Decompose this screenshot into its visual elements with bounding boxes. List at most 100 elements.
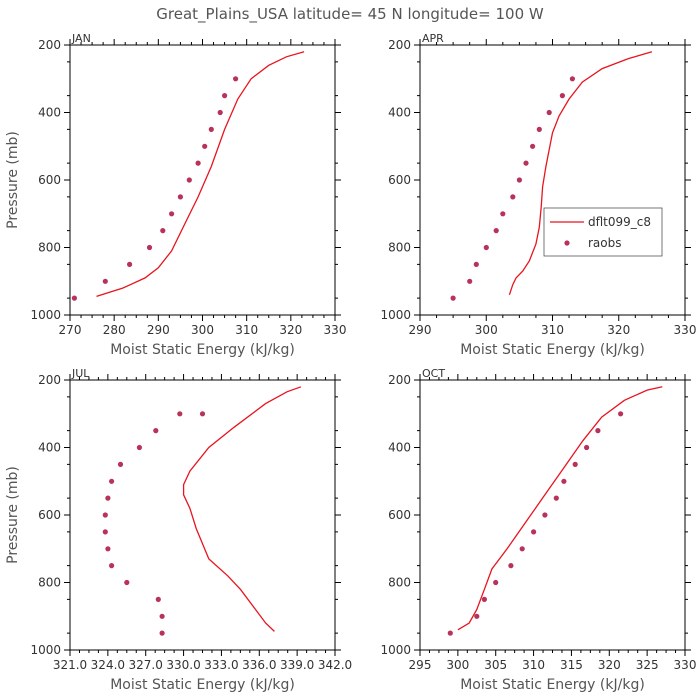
series-line-model <box>457 386 663 631</box>
series-point-raobs <box>618 411 624 417</box>
y-tick-label: 800 <box>388 576 411 590</box>
figure-title: Great_Plains_USA latitude= 45 N longitud… <box>156 5 544 24</box>
x-tick-label: 300 <box>475 323 498 337</box>
y-tick-label: 400 <box>38 441 61 455</box>
x-axis-label: Moist Static Energy (kJ/kg) <box>460 342 645 358</box>
y-tick-label: 200 <box>388 38 411 52</box>
y-tick-label: 1000 <box>380 308 411 322</box>
plot-frame <box>419 379 686 651</box>
series-point-raobs <box>500 211 506 217</box>
x-tick-label: 321.0 <box>53 658 87 672</box>
series-point-raobs <box>124 579 130 586</box>
x-tick-label: 280 <box>103 323 126 337</box>
panel-label: APR <box>422 32 444 45</box>
series-point-raobs <box>493 228 499 234</box>
series-point-raobs <box>542 512 548 518</box>
y-tick-label: 200 <box>38 373 61 387</box>
plot-frame <box>419 44 686 316</box>
legend-box <box>543 207 663 257</box>
series-point-raobs <box>481 596 487 603</box>
series-point-raobs <box>169 211 175 217</box>
series-point-raobs <box>105 546 111 552</box>
x-tick-label: 336.0 <box>242 658 276 672</box>
series-point-raobs <box>508 563 514 569</box>
legend-label-model: dflt099_c8 <box>588 215 651 229</box>
series-point-raobs <box>473 261 479 267</box>
x-tick-label: 324.0 <box>91 658 125 672</box>
series-point-raobs <box>208 126 214 132</box>
y-tick-label: 1000 <box>30 308 61 322</box>
series-point-raobs <box>530 143 536 149</box>
series-point-raobs <box>447 630 453 636</box>
series-point-raobs <box>536 126 542 132</box>
x-tick-label: 290 <box>147 323 170 337</box>
series-point-raobs <box>159 630 165 636</box>
x-tick-label: 339.0 <box>280 658 314 672</box>
y-tick-label: 200 <box>388 373 411 387</box>
series-point-raobs <box>202 143 208 149</box>
series-point-raobs <box>553 495 559 501</box>
y-axis-label: Pressure (mb) <box>5 131 21 229</box>
series-point-raobs <box>561 478 567 484</box>
x-tick-label: 330.0 <box>166 658 200 672</box>
x-tick-label: 305 <box>484 658 507 672</box>
series-point-raobs <box>584 444 590 451</box>
series-point-raobs <box>195 160 201 166</box>
y-tick-label: 200 <box>38 38 61 52</box>
y-tick-label: 800 <box>38 576 61 590</box>
series-point-raobs <box>160 228 166 234</box>
x-tick-label: 310 <box>541 323 564 337</box>
x-tick-label: 315 <box>560 658 583 672</box>
y-axis-label: Pressure (mb) <box>5 466 21 564</box>
x-axis-label: Moist Static Energy (kJ/kg) <box>110 677 295 693</box>
y-tick-label: 800 <box>388 241 411 255</box>
x-tick-label: 270 <box>59 323 82 337</box>
x-axis-label: Moist Static Energy (kJ/kg) <box>460 677 645 693</box>
series-point-raobs <box>177 194 183 200</box>
series-line-model <box>182 386 302 632</box>
legend-label-raobs: raobs <box>588 236 622 250</box>
y-tick-label: 1000 <box>30 643 61 657</box>
x-axis-label: Moist Static Energy (kJ/kg) <box>110 342 295 358</box>
x-tick-label: 310 <box>522 658 545 672</box>
y-tick-label: 600 <box>388 508 411 522</box>
series-point-raobs <box>483 244 489 251</box>
series-point-raobs <box>146 244 153 251</box>
x-tick-label: 320 <box>598 658 621 672</box>
x-tick-label: 327.0 <box>129 658 163 672</box>
series-point-raobs <box>199 411 206 417</box>
x-tick-label: 330 <box>674 658 697 672</box>
x-tick-label: 300 <box>446 658 469 672</box>
series-point-raobs <box>155 596 161 603</box>
y-tick-label: 1000 <box>380 643 411 657</box>
legend-marker-raobs <box>564 240 570 246</box>
x-tick-label: 295 <box>409 658 432 672</box>
series-line-model <box>508 51 653 296</box>
series-point-raobs <box>233 76 239 82</box>
series-point-raobs <box>546 109 552 116</box>
x-tick-label: 300 <box>191 323 214 337</box>
x-tick-label: 320 <box>279 323 302 337</box>
y-tick-label: 400 <box>388 441 411 455</box>
series-point-raobs <box>186 177 192 183</box>
series-point-raobs <box>159 613 165 619</box>
series-point-raobs <box>572 461 578 467</box>
x-tick-label: 310 <box>235 323 258 337</box>
series-point-raobs <box>71 295 77 301</box>
panel-label: JUL <box>71 367 90 380</box>
plot-frame <box>69 44 336 316</box>
x-tick-label: 342.0 <box>318 658 352 672</box>
x-tick-label: 330 <box>324 323 347 337</box>
series-point-raobs <box>102 529 108 535</box>
series-point-raobs <box>569 76 576 82</box>
plot-frame <box>69 379 336 651</box>
y-tick-label: 800 <box>38 241 61 255</box>
y-tick-label: 600 <box>388 173 411 187</box>
y-tick-label: 600 <box>38 173 61 187</box>
panel-label: OCT <box>422 367 445 380</box>
